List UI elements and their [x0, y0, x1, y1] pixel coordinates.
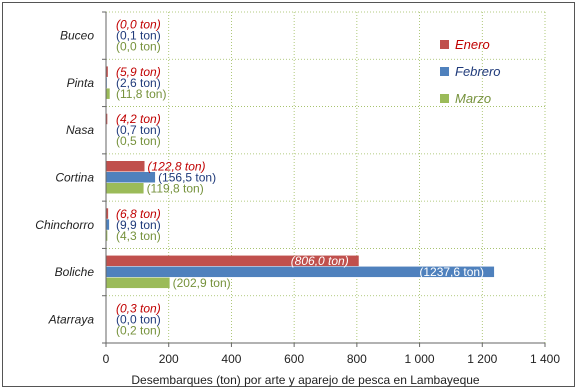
legend: Enero Febrero Marzo — [440, 37, 501, 106]
data-label-enero: (0,0 ton) — [116, 18, 161, 32]
legend-label-febrero: Febrero — [455, 64, 501, 79]
data-label-marzo: (11,8 ton) — [116, 87, 166, 101]
data-label-enero: (122,8 ton) — [148, 160, 206, 174]
bar-febrero — [106, 266, 495, 278]
data-label-marzo: (202,9 ton) — [173, 276, 231, 290]
data-label-febrero: (0,1 ton) — [116, 29, 161, 43]
category-label: Buceo — [60, 29, 94, 43]
data-label-enero: (5,9 ton) — [116, 65, 161, 79]
category-labels: Buceo Pinta Nasa Cortina Chinchorro Boliche At… — [35, 29, 94, 327]
data-label-febrero: (156,5 ton) — [158, 171, 216, 185]
bar-marzo — [106, 230, 108, 241]
data-label-enero: (0,3 ton) — [116, 301, 161, 315]
x-tick-label: 0 — [103, 352, 110, 366]
x-tick-label: 600 — [284, 352, 304, 366]
data-label-febrero: (1237,6 ton) — [419, 265, 484, 279]
bar-febrero — [106, 172, 156, 183]
data-label-marzo: (0,5 ton) — [116, 134, 161, 148]
bar-enero — [106, 255, 359, 267]
bar-febrero — [106, 219, 110, 230]
legend-swatch-enero — [440, 40, 449, 49]
data-label-febrero: (9,9 ton) — [116, 218, 161, 232]
legend-swatch-marzo — [440, 94, 449, 103]
bar-enero — [106, 208, 109, 219]
data-label-enero: (4,2 ton) — [116, 112, 161, 126]
axes — [102, 11, 546, 347]
category-label: Nasa — [66, 123, 94, 137]
x-tick-labels: 0 200 400 600 800 1 000 1 200 1 400 — [103, 352, 561, 366]
data-label-febrero: (0,0 ton) — [116, 312, 161, 326]
chart-frame — [2, 2, 575, 387]
data-label-marzo: (4,3 ton) — [116, 229, 161, 243]
legend-label-marzo: Marzo — [455, 91, 491, 106]
bar-enero — [106, 161, 145, 172]
bar-enero — [106, 66, 108, 77]
bar-marzo — [106, 183, 144, 194]
data-label-enero: (6,8 ton) — [116, 207, 161, 221]
data-label-febrero: (0,7 ton) — [116, 123, 161, 137]
x-tick-label: 1 000 — [405, 352, 435, 366]
bar-enero — [106, 113, 108, 125]
x-tick-label: 1 400 — [530, 352, 560, 366]
category-label: Cortina — [55, 171, 94, 185]
grid-lines — [106, 11, 546, 344]
bar-marzo — [106, 88, 110, 99]
data-label-enero: (806,0 ton) — [291, 254, 349, 268]
x-axis-label: Desembarques (ton) por arte y aparejo de… — [131, 373, 480, 387]
legend-label-enero: Enero — [455, 37, 490, 52]
data-label-febrero: (2,6 ton) — [116, 76, 161, 90]
x-tick-label: 1 200 — [467, 352, 497, 366]
legend-swatch-febrero — [440, 67, 449, 76]
data-labels: (0,0 ton)(0,1 ton)(0,0 ton)(5,9 ton)(2,6… — [116, 18, 484, 338]
x-tick-label: 200 — [159, 352, 179, 366]
x-tick-label: 400 — [221, 352, 241, 366]
category-label: Atarraya — [48, 312, 95, 326]
category-label: Pinta — [67, 76, 95, 90]
bar-marzo — [106, 277, 170, 289]
data-label-marzo: (119,8 ton) — [147, 182, 204, 196]
x-tick-label: 800 — [347, 352, 367, 366]
category-label: Boliche — [55, 265, 95, 279]
data-label-marzo: (0,0 ton) — [116, 40, 161, 54]
data-label-marzo: (0,2 ton) — [116, 323, 161, 337]
category-label: Chinchorro — [35, 218, 94, 232]
